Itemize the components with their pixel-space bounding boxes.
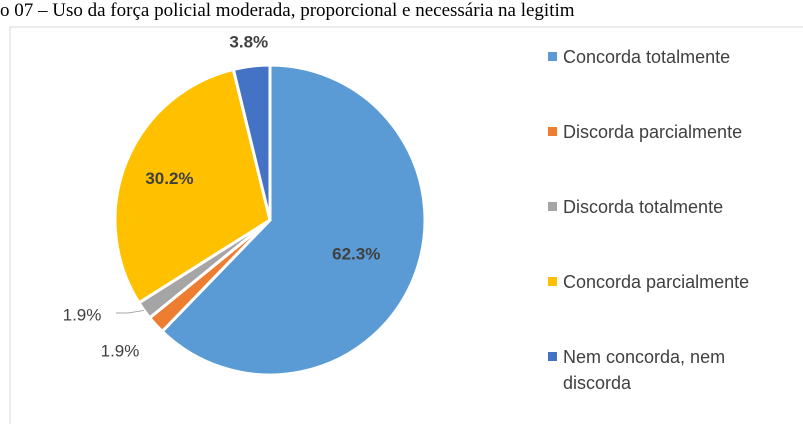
- legend-swatch: [548, 202, 557, 211]
- legend-label: Discorda parcialmente: [563, 122, 743, 142]
- data-label: 1.9%: [63, 305, 102, 324]
- chart-title: o 07 – Uso da força policial moderada, p…: [0, 0, 575, 21]
- legend-label: Nem concorda, nem discorda: [563, 347, 726, 393]
- pie-slice: [113, 67, 272, 305]
- legend-swatch: [548, 52, 557, 61]
- legend: Concorda totalmente Discorda parcialmente…: [548, 44, 783, 419]
- legend-swatch: [548, 127, 557, 136]
- data-label: 1.9%: [101, 341, 140, 360]
- legend-item: Nem concorda, nem discorda: [548, 344, 783, 419]
- legend-swatch: [548, 277, 557, 286]
- legend-swatch: [548, 352, 557, 361]
- legend-label: Concorda parcialmente: [563, 272, 750, 292]
- legend-item: Discorda totalmente: [548, 194, 783, 269]
- data-label: 62.3%: [332, 244, 380, 263]
- legend-item: Concorda parcialmente: [548, 269, 783, 344]
- legend-item: Discorda parcialmente: [548, 119, 783, 194]
- data-label: 30.2%: [145, 169, 193, 188]
- pie-slice: [160, 63, 427, 377]
- pie-slice: [231, 63, 272, 221]
- leader-line: [116, 309, 145, 314]
- legend-item: Concorda totalmente: [548, 44, 783, 119]
- chart-border: [9, 26, 803, 424]
- legend-label: Discorda totalmente: [563, 197, 724, 217]
- data-label: 3.8%: [229, 33, 268, 52]
- legend-label: Concorda totalmente: [563, 47, 731, 67]
